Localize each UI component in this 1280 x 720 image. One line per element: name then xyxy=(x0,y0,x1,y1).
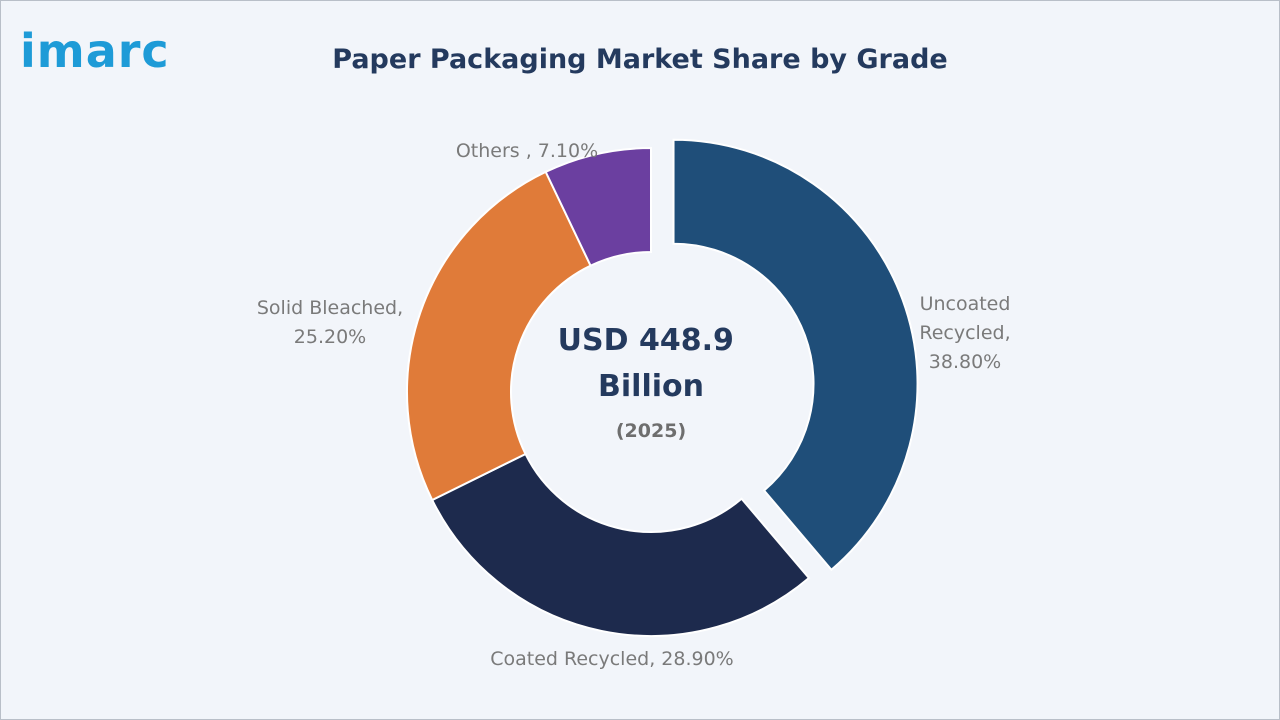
slice-solid-bleached xyxy=(406,170,592,502)
center-year: (2025) xyxy=(616,420,686,442)
chart-title: Paper Packaging Market Share by Grade xyxy=(332,44,948,75)
label-solid-bleached: Solid Bleached, 25.20% xyxy=(257,297,403,348)
slice-others xyxy=(544,146,652,268)
label-uncoated-recycled: Uncoated Recycled, 38.80% xyxy=(919,293,1010,373)
slice-coated-recycled xyxy=(430,452,811,637)
imarc-logo: imarc xyxy=(20,24,170,78)
center-total-value: USD 448.9 Billion xyxy=(558,323,745,404)
center-value-line2: Billion xyxy=(598,369,704,404)
slice-uncoated-recycled xyxy=(672,138,919,572)
label-coated-recycled: Coated Recycled, 28.90% xyxy=(490,648,734,670)
label-others: Others , 7.10% xyxy=(456,140,598,162)
center-value-line1: USD 448.9 xyxy=(558,323,734,358)
